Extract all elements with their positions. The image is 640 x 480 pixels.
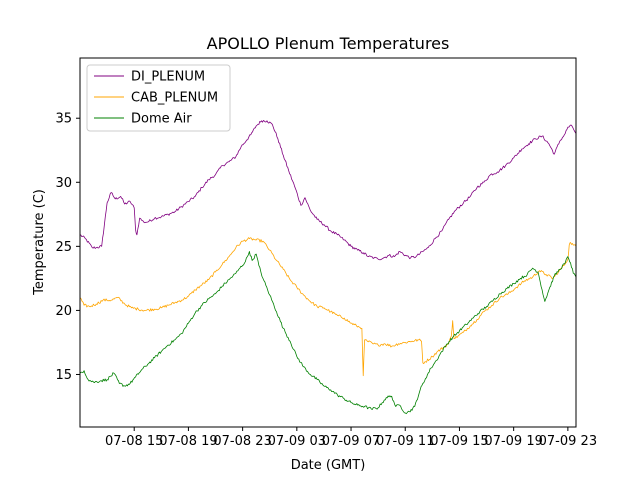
series-line-dome-air (79, 251, 577, 415)
x-tick-label: 07-09 15 (430, 434, 488, 449)
y-tick-label: 30 (55, 176, 72, 191)
legend-label-cab-plenum: CAB_PLENUM (131, 91, 218, 106)
y-tick-label: 35 (55, 112, 72, 127)
chart-title: APOLLO Plenum Temperatures (207, 34, 450, 53)
x-tick-label: 07-08 23 (213, 434, 271, 449)
x-tick-label: 07-09 07 (322, 434, 380, 449)
legend-box (86, 64, 231, 132)
series-layer (79, 120, 577, 415)
series-line-di-plenum (79, 120, 577, 261)
y-tick-label: 15 (55, 368, 72, 383)
x-tick-label: 07-09 23 (539, 434, 597, 449)
x-axis-label: Date (GMT) (291, 458, 366, 473)
legend-label-di-plenum: DI_PLENUM (131, 70, 205, 85)
x-tick-label: 07-08 15 (105, 434, 163, 449)
x-tick-label: 07-09 03 (268, 434, 326, 449)
y-axis-ticks: 15 20 25 30 35 (55, 112, 80, 383)
legend: DI_PLENUM CAB_PLENUM Dome Air (86, 64, 231, 132)
x-tick-label: 07-09 11 (376, 434, 434, 449)
y-tick-label: 25 (55, 240, 72, 255)
y-tick-label: 20 (55, 304, 72, 319)
x-tick-label: 07-08 19 (159, 434, 217, 449)
y-axis-label: Temperature (C) (32, 189, 47, 296)
series-line-cab-plenum (79, 237, 577, 377)
x-tick-label: 07-09 19 (484, 434, 542, 449)
plot-frame (79, 57, 577, 428)
legend-label-dome-air: Dome Air (131, 112, 192, 127)
